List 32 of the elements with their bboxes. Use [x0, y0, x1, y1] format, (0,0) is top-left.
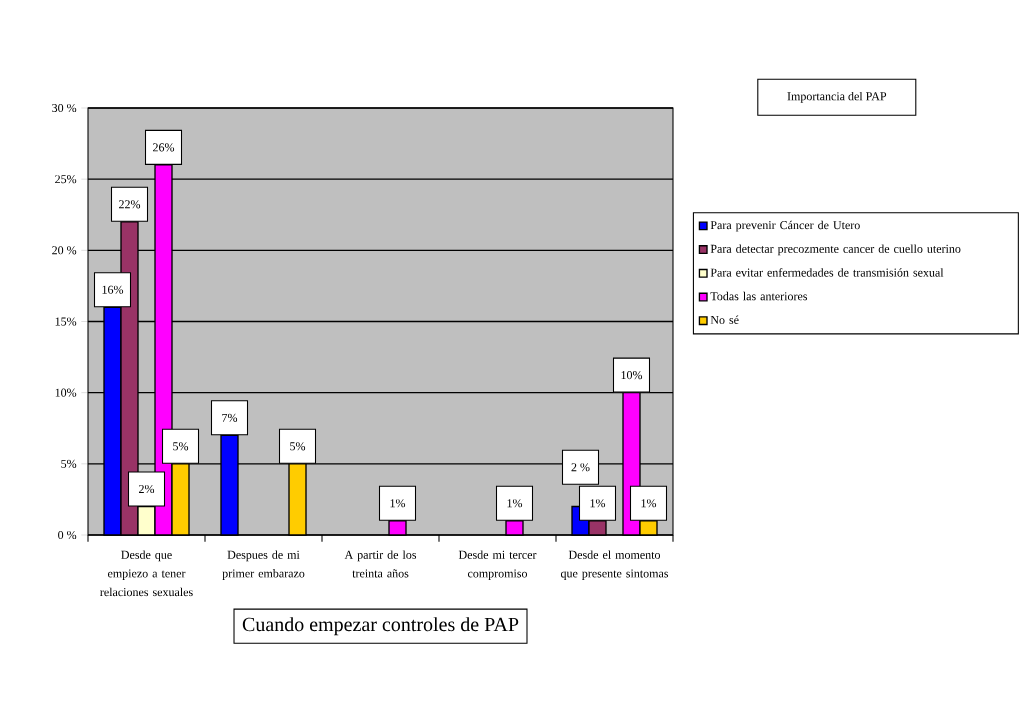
legend-label: Para detectar precozmente cancer de cuello uterino [710, 244, 961, 256]
data-label: 5% [173, 442, 189, 451]
x-tick-label: Desde el momento que presente sintomas [560, 550, 669, 580]
legend-label: No sé [710, 315, 739, 324]
x-tick-label: Despues de mi primer embarazo [222, 550, 305, 580]
legend-label: Para evitar enfermedades de transmisión sexual [710, 268, 944, 277]
legend-label: Todas las anteriores [710, 291, 808, 301]
y-tick-label: 25% [55, 175, 77, 184]
data-label: 22% [119, 200, 141, 209]
legend-title: Importancia del PAP [787, 91, 887, 103]
y-tick-label: 0 % [58, 530, 77, 540]
data-label: 5% [290, 442, 306, 451]
data-label: 1% [641, 499, 657, 508]
y-tick-label: 30 % [52, 103, 77, 113]
x-axis-title: Cuando empezar controles de PAP [242, 617, 519, 636]
x-tick-label: Desde mi tercer compromiso [458, 550, 537, 580]
y-tick-label: 15% [55, 317, 77, 326]
legend-label: Para prevenir Cáncer de Utero [710, 220, 860, 232]
y-tick-label: 10% [55, 388, 77, 397]
y-tick-label: 5% [61, 459, 77, 468]
data-label: 7% [222, 413, 238, 422]
x-tick-label: A partir de los treinta años [344, 550, 417, 578]
data-label: 16% [102, 285, 124, 294]
data-label: 1% [590, 499, 606, 508]
data-label: 2 % [571, 463, 590, 472]
data-label: 26% [153, 143, 175, 152]
data-label: 1% [390, 499, 406, 508]
data-label: 2% [139, 484, 155, 494]
data-label: 10% [621, 371, 643, 380]
data-label: 1% [507, 499, 523, 508]
y-tick-label: 20 % [52, 246, 77, 255]
x-tick-label: Desde que empiezo a tener relaciones sexuales [100, 550, 193, 597]
